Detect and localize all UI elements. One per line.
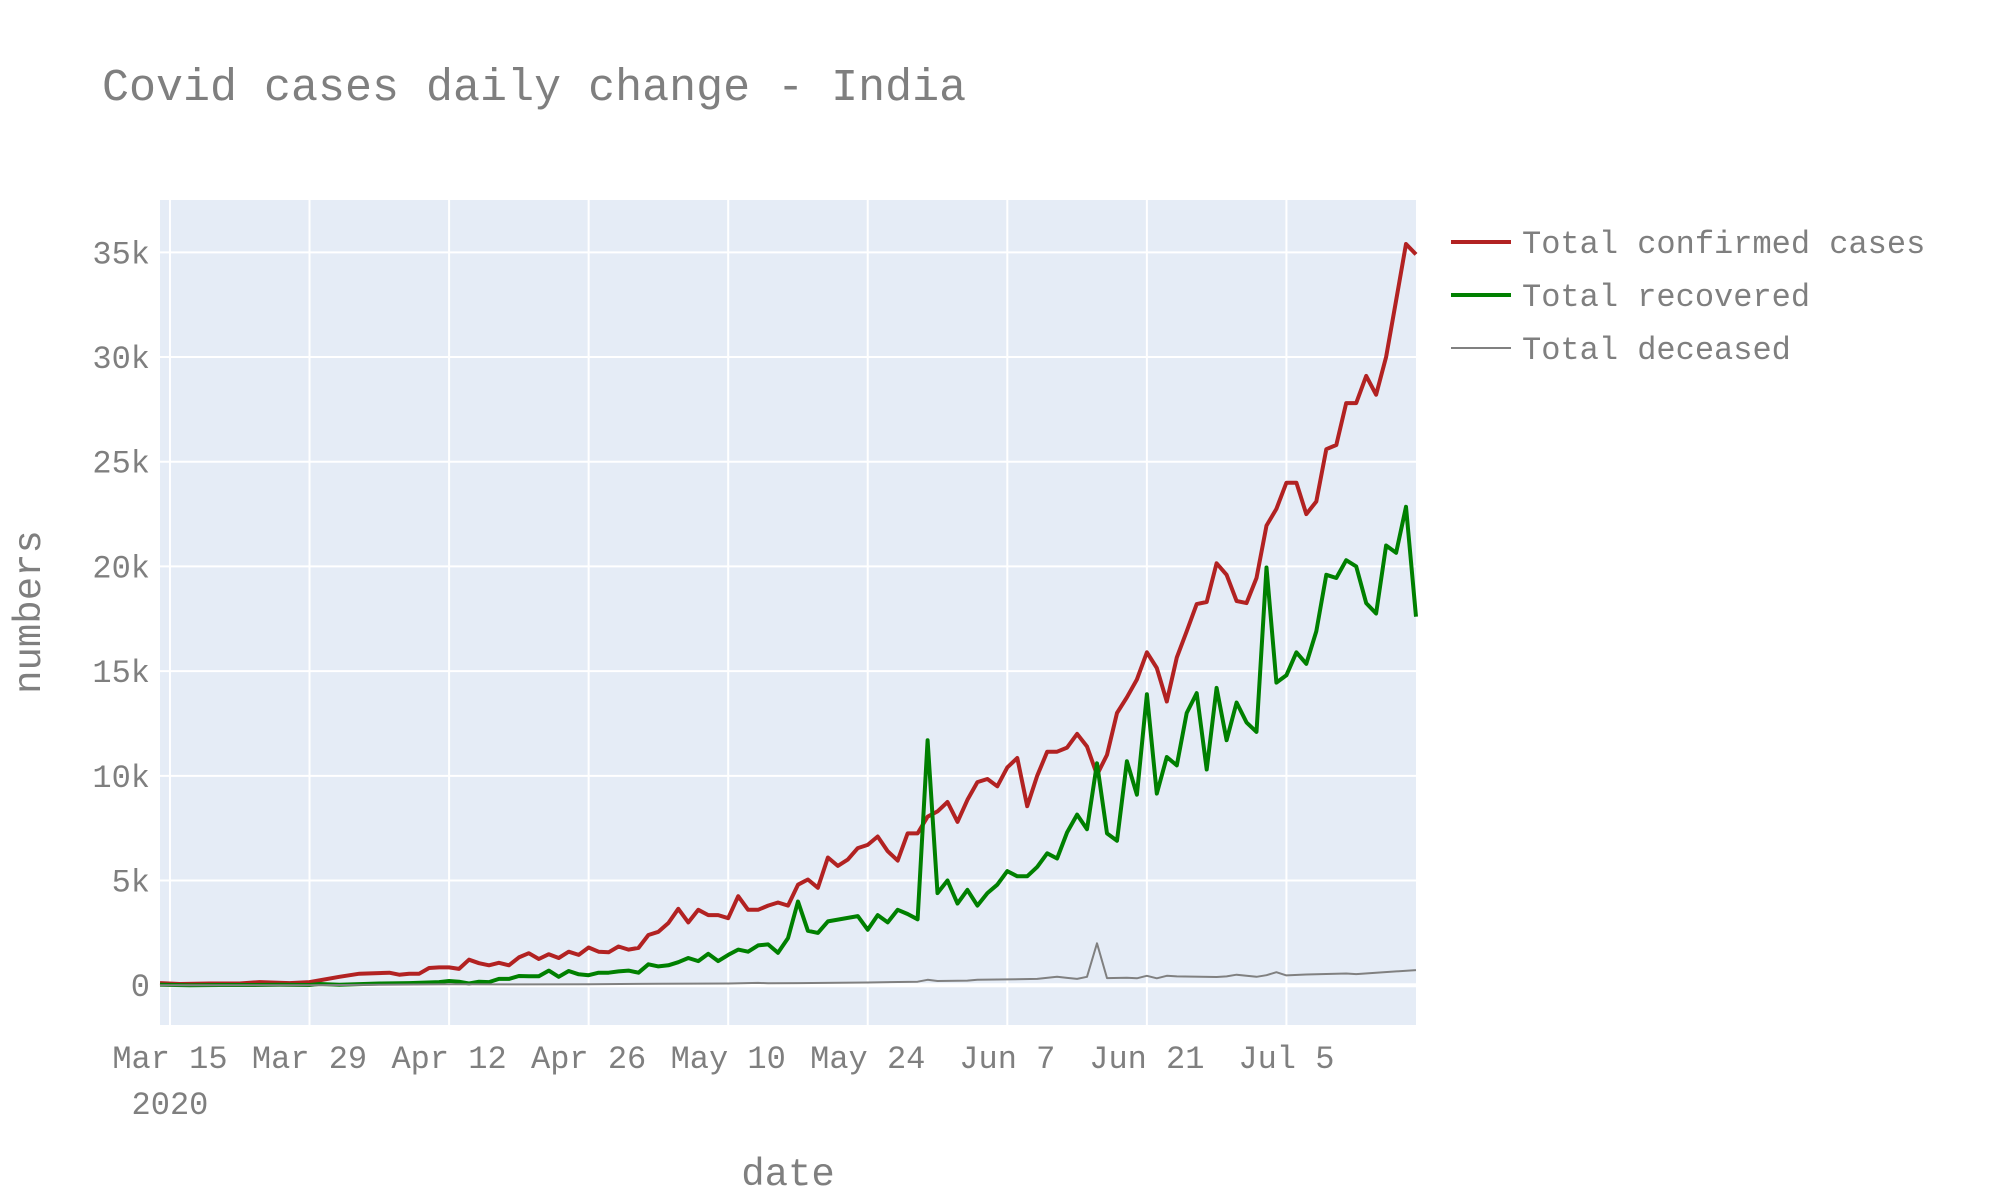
legend-item-2[interactable]: Total recovered bbox=[1451, 279, 1810, 316]
x-tick-label: Mar 29 bbox=[252, 1041, 367, 1078]
x-tick-label: Apr 12 bbox=[391, 1041, 506, 1078]
y-tick-label: 35k bbox=[92, 236, 150, 273]
x-tick-label: Jun 21 bbox=[1089, 1041, 1204, 1078]
gridlines bbox=[160, 200, 1416, 1025]
series-line-3 bbox=[160, 942, 1417, 987]
x-tick-label: Apr 26 bbox=[531, 1041, 646, 1078]
x-tick-label: Jul 5 bbox=[1238, 1041, 1334, 1078]
y-tick-label: 0 bbox=[131, 969, 150, 1006]
y-tick-label: 20k bbox=[92, 550, 150, 587]
y-axis-ticks: 0 5k 10k 15k 20k 25k 30k 35k bbox=[92, 236, 150, 1006]
legend-item-1[interactable]: Total confirmed cases bbox=[1451, 226, 1925, 263]
x-tick-year-label: 2020 bbox=[132, 1087, 209, 1124]
y-tick-label: 10k bbox=[92, 760, 150, 797]
plot-area bbox=[160, 200, 1416, 1025]
data-series bbox=[159, 242, 1418, 988]
y-axis-title: numbers bbox=[8, 530, 52, 694]
legend-label: Total recovered bbox=[1522, 279, 1810, 316]
x-tick-label: Jun 7 bbox=[959, 1041, 1055, 1078]
x-tick-label: May 24 bbox=[810, 1041, 925, 1078]
y-tick-label: 15k bbox=[92, 655, 150, 692]
legend-label: Total deceased bbox=[1522, 332, 1791, 369]
y-tick-label: 5k bbox=[112, 865, 150, 902]
x-axis-title: date bbox=[741, 1153, 835, 1197]
x-tick-label: Mar 15 bbox=[112, 1041, 227, 1078]
x-tick-label: May 10 bbox=[671, 1041, 786, 1078]
chart-title: Covid cases daily change - India bbox=[102, 63, 966, 114]
legend[interactable]: Total confirmed cases Total recovered Tota… bbox=[1451, 226, 1925, 369]
x-axis-ticks: Mar 15 2020 Mar 29 Apr 12 Apr 26 May 10 May 24… bbox=[112, 1041, 1334, 1124]
y-tick-label: 25k bbox=[92, 446, 150, 483]
legend-label: Total confirmed cases bbox=[1522, 226, 1925, 263]
series-line-2 bbox=[159, 504, 1418, 988]
series-line-1 bbox=[159, 242, 1418, 986]
legend-item-3[interactable]: Total deceased bbox=[1451, 332, 1791, 369]
y-tick-label: 30k bbox=[92, 341, 150, 378]
